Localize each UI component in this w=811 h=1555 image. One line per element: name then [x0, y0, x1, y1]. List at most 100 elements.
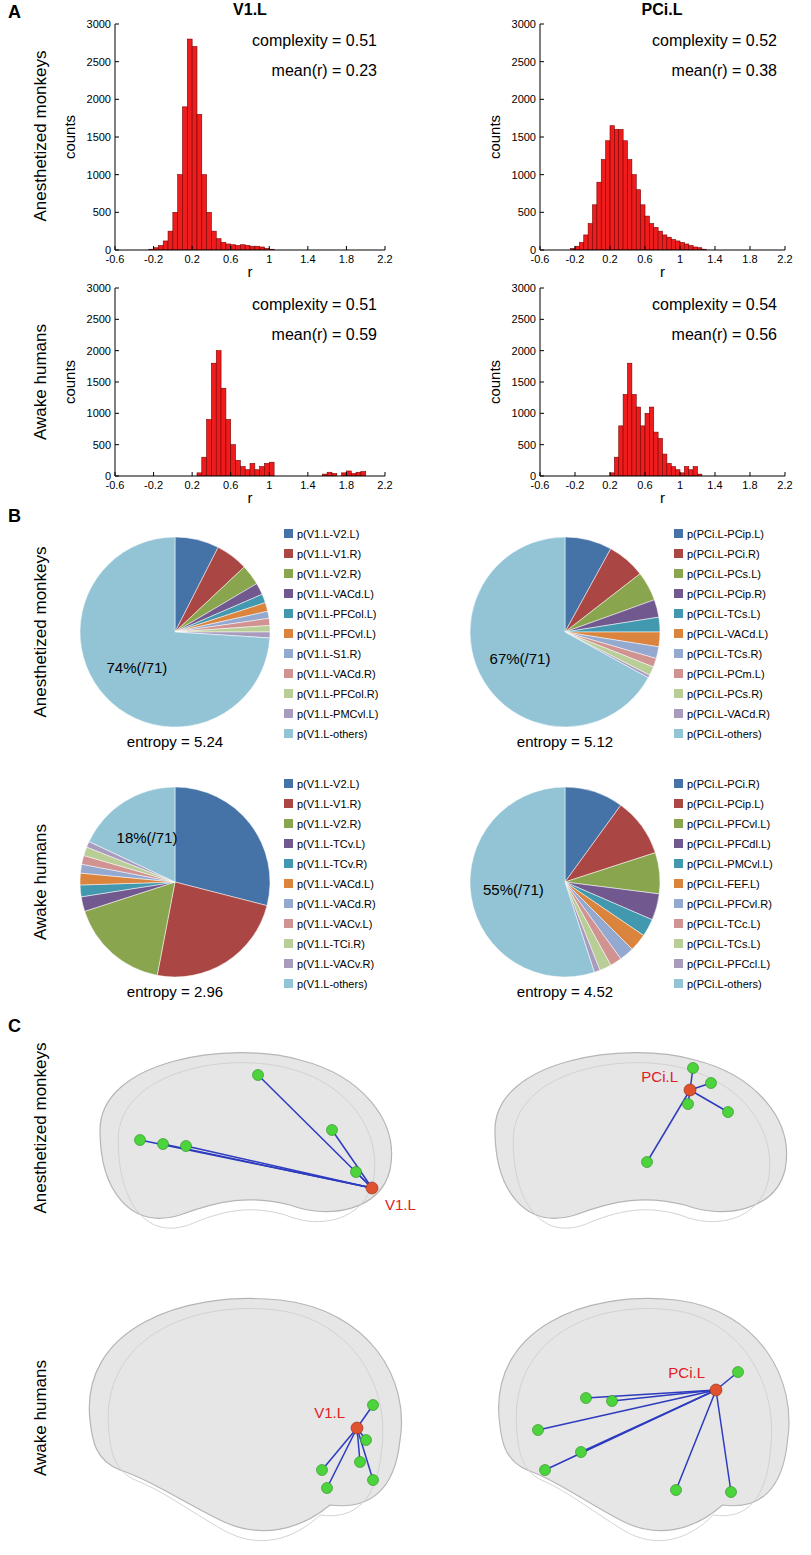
- hist-bar: [649, 407, 653, 476]
- legend-label: p(PCi.L-PMCvl.L): [687, 858, 773, 870]
- brain-sulcus: [516, 1309, 771, 1541]
- hist-bar: [575, 246, 579, 250]
- x-tick: [750, 472, 751, 476]
- annotation: entropy = 4.52: [517, 983, 613, 1000]
- x-tick: [115, 472, 116, 476]
- bars: [571, 126, 707, 250]
- x-tick: [715, 472, 716, 476]
- legend-label: p(PCi.L-PCs.L): [687, 568, 761, 580]
- data-label: 55%(/71): [483, 881, 544, 898]
- legend-swatch: [674, 549, 683, 558]
- y-tick: [540, 174, 544, 175]
- legend-label: p(V1.L-PFCvl.L): [297, 628, 376, 640]
- legend-swatch: [674, 879, 683, 888]
- panel-letter: B: [8, 506, 21, 526]
- brain-shape: [100, 1053, 392, 1229]
- legend-swatch: [284, 839, 293, 848]
- legend-swatch: [284, 529, 293, 538]
- legend-swatch: [284, 629, 293, 638]
- pie: 67%(/71)p(PCi.L-PCip.L)p(PCi.L-PCi.R)p(P…: [470, 528, 770, 750]
- y-tick-label: 2000: [87, 93, 111, 105]
- x-tick: [192, 472, 193, 476]
- y-axis-title: counts: [486, 360, 503, 404]
- legend-label: p(V1.L-VACd.R): [297, 898, 376, 910]
- legend-label: p(PCi.L-VACd.R): [687, 708, 770, 720]
- x-tick-label: 1.8: [339, 253, 354, 265]
- hist-bar: [178, 175, 183, 250]
- legend-label: p(PCi.L-others): [687, 728, 762, 740]
- x-axis-title: r: [248, 263, 253, 280]
- legend-label: p(PCi.L-PCip.L): [687, 798, 764, 810]
- x-tick: [645, 472, 646, 476]
- legend-swatch: [284, 819, 293, 828]
- y-tick-label: 1000: [512, 169, 536, 181]
- hist-bar: [327, 472, 332, 476]
- hist-bar: [645, 216, 649, 250]
- seed-label: PCi.L: [641, 1068, 678, 1085]
- edge: [357, 1428, 373, 1480]
- row-label: Anesthetized monkeys: [31, 1042, 50, 1213]
- hist-bar: [231, 245, 236, 250]
- x-tick: [575, 246, 576, 250]
- pie: 55%(/71) p(PCi.L-PCi.R) p(PCi.L-PCip.L) p(P…: [470, 778, 773, 1000]
- hist-bar: [211, 363, 216, 476]
- node: [576, 1447, 587, 1458]
- hist-bar: [245, 470, 250, 476]
- node: [253, 1070, 264, 1081]
- y-tick-label: 1500: [87, 131, 111, 143]
- legend-label: p(PCi.L-PFCdl.L): [687, 838, 771, 850]
- legend-label: p(V1.L-V1.R): [297, 798, 361, 810]
- legend-swatch: [284, 799, 293, 808]
- x-tick: [680, 246, 681, 250]
- hist-bar: [187, 39, 192, 250]
- y-tick: [540, 61, 544, 62]
- y-tick: [540, 444, 544, 445]
- x-tick-label: 0.2: [602, 253, 617, 265]
- hist-bar: [671, 467, 675, 476]
- y-tick: [115, 137, 119, 138]
- legend-label: p(PCi.L-PCi.R): [687, 778, 760, 790]
- legend-label: p(PCi.L-TCs.L): [687, 608, 760, 620]
- hist-bar: [614, 457, 618, 476]
- y-tick: [540, 24, 544, 25]
- annotation: mean(r) = 0.59: [272, 326, 377, 343]
- y-tick-label: 500: [93, 206, 111, 218]
- hist-bar: [619, 426, 623, 476]
- seed-label: V1.L: [314, 1404, 345, 1421]
- node: [642, 1157, 653, 1168]
- edge: [332, 1130, 372, 1188]
- legend-swatch: [284, 649, 293, 658]
- y-tick-label: 1500: [87, 376, 111, 388]
- node: [368, 1400, 379, 1411]
- legend-swatch: [284, 689, 293, 698]
- y-tick-label: 2500: [512, 313, 536, 325]
- x-tick-label: 1: [266, 479, 272, 491]
- x-tick-label: 1: [266, 253, 272, 265]
- pie: 18%(/71)p(V1.L-V2.L)p(V1.L-V1.R)p(V1.L-V…: [80, 778, 376, 1000]
- brain-outline: [499, 1299, 789, 1531]
- y-axis-title: counts: [61, 360, 78, 404]
- y-tick-label: 2000: [87, 345, 111, 357]
- pie: 74%(/71)p(V1.L-V2.L)p(V1.L-V1.R)p(V1.L-V…: [80, 528, 378, 750]
- legend-swatch: [674, 629, 683, 638]
- brain-outline: [89, 1299, 401, 1531]
- legend-swatch: [284, 879, 293, 888]
- legend-label: p(V1.L-V2.R): [297, 568, 361, 580]
- edge: [140, 1140, 372, 1188]
- y-tick-label: 2500: [87, 313, 111, 325]
- y-tick: [115, 174, 119, 175]
- legend-label: p(V1.L-TCv.R): [297, 858, 367, 870]
- y-tick: [115, 444, 119, 445]
- legend-label: p(V1.L-V2.L): [297, 778, 359, 790]
- hist-bar: [216, 351, 221, 476]
- seed-node: [710, 1384, 722, 1396]
- hist-bar: [221, 388, 226, 476]
- hist-bar: [361, 472, 366, 476]
- legend-swatch: [674, 609, 683, 618]
- node: [723, 1107, 734, 1118]
- hist-bar: [221, 242, 226, 250]
- node: [158, 1139, 169, 1150]
- legend-swatch: [674, 669, 683, 678]
- x-tick-label: 0.6: [223, 479, 238, 491]
- x-tick-label: 1.4: [707, 253, 722, 265]
